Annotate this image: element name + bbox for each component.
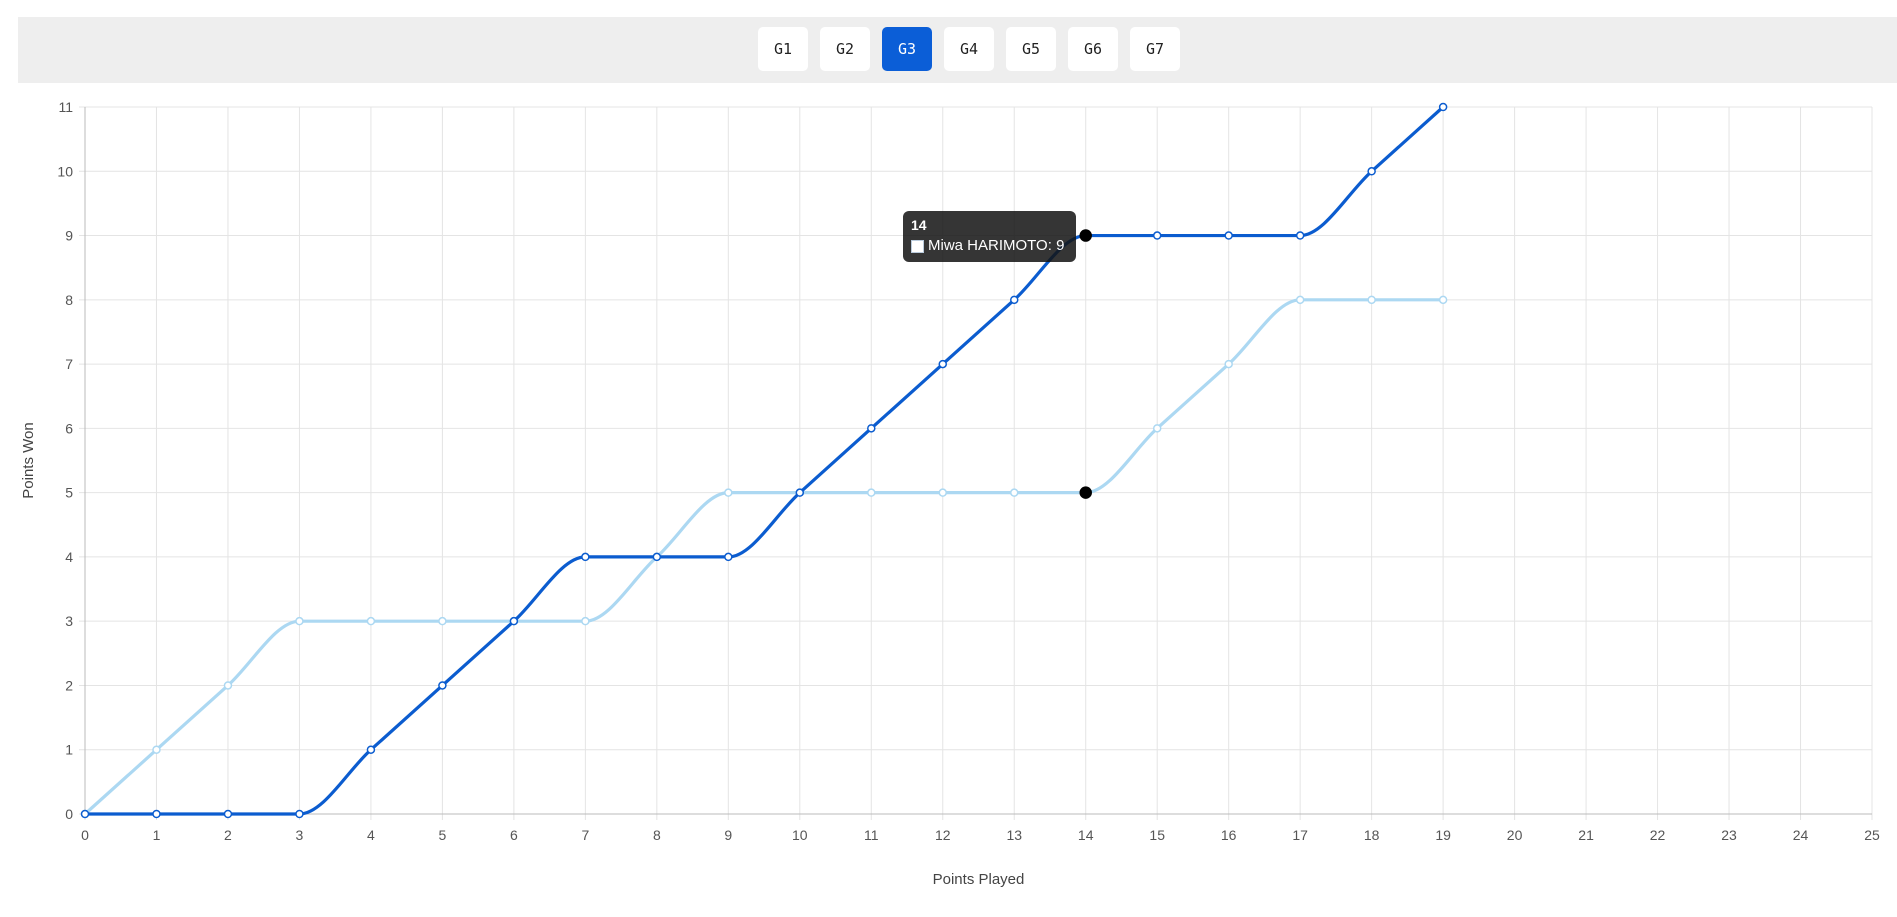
tab-g1[interactable]: G1 <box>758 27 808 71</box>
y-tick-label: 5 <box>65 485 73 501</box>
x-tick-label: 12 <box>935 827 951 843</box>
x-tick-label: 21 <box>1578 827 1594 843</box>
x-tick-label: 0 <box>81 827 89 843</box>
tab-g2[interactable]: G2 <box>820 27 870 71</box>
series-2-point[interactable] <box>152 745 161 754</box>
y-tick-label: 6 <box>65 420 73 436</box>
chart-grid <box>79 106 1873 820</box>
series-1-point[interactable] <box>152 809 161 819</box>
tab-g4[interactable]: G4 <box>944 27 994 71</box>
y-tick-label: 8 <box>65 292 73 308</box>
series-1-point[interactable] <box>1009 295 1019 305</box>
series-1-point[interactable] <box>867 424 876 433</box>
tooltip-title: 14 <box>911 217 927 233</box>
x-tick-label: 16 <box>1221 827 1237 843</box>
x-tick-label: 11 <box>864 827 879 843</box>
x-tick-label: 15 <box>1149 827 1165 843</box>
x-tick-label: 14 <box>1078 827 1094 843</box>
series-2-point[interactable] <box>938 488 948 497</box>
series-1-point[interactable] <box>652 552 662 562</box>
x-tick-label: 10 <box>792 827 808 843</box>
series-1-point[interactable] <box>80 809 90 819</box>
series-1-point[interactable] <box>581 552 590 562</box>
series-1-point[interactable] <box>1152 231 1162 240</box>
series-2-point[interactable] <box>724 488 733 497</box>
x-tick-label: 13 <box>1006 827 1022 843</box>
tab-g5[interactable]: G5 <box>1006 27 1056 71</box>
tooltip-swatch <box>911 239 924 253</box>
series-2-point[interactable] <box>223 681 233 690</box>
x-tick-label: 22 <box>1650 827 1666 843</box>
x-tick-label: 17 <box>1292 827 1308 843</box>
x-tick-label: 24 <box>1793 827 1809 843</box>
series-2-point[interactable] <box>581 616 590 626</box>
series-1-point[interactable] <box>724 552 733 562</box>
y-tick-label: 9 <box>65 228 73 244</box>
y-tick-label: 3 <box>65 613 73 629</box>
series-1-point[interactable] <box>295 809 304 819</box>
x-tick-label: 3 <box>296 827 304 843</box>
series-2-point[interactable] <box>1009 488 1019 497</box>
series-2-point[interactable] <box>1079 486 1092 499</box>
series-2-point[interactable] <box>1224 359 1233 369</box>
chart-tooltip: 14 Miwa HARIMOTO: 9 <box>903 211 1076 262</box>
series-2-point[interactable] <box>1438 295 1448 305</box>
series-2-point[interactable] <box>867 488 876 497</box>
tab-g7[interactable]: G7 <box>1130 27 1180 71</box>
y-tick-label: 11 <box>58 99 73 115</box>
series-1-point[interactable] <box>438 681 447 690</box>
y-tick-label: 7 <box>65 356 73 372</box>
chart-series <box>80 102 1448 819</box>
series-1-point[interactable] <box>366 745 376 754</box>
game-tab-bar: G1 G2 G3 G4 G5 G6 G7 <box>18 17 1897 83</box>
tab-g3[interactable]: G3 <box>882 27 932 71</box>
series-1-point[interactable] <box>1295 231 1305 240</box>
series-1-point[interactable] <box>795 488 805 497</box>
x-axis-title: Points Played <box>933 871 1025 888</box>
x-tick-label: 1 <box>153 827 161 843</box>
series-1-point[interactable] <box>938 359 948 369</box>
y-tick-label: 10 <box>57 163 73 179</box>
series-2-point[interactable] <box>1152 424 1162 433</box>
y-axis-title: Points Won <box>20 422 37 498</box>
x-tick-label: 23 <box>1721 827 1737 843</box>
x-tick-label: 8 <box>653 827 661 843</box>
series-1-point[interactable] <box>509 616 519 626</box>
tooltip-label: Miwa HARIMOTO: 9 <box>928 237 1065 254</box>
game-tabs: G1 G2 G3 G4 G5 G6 G7 <box>758 27 1180 71</box>
x-tick-label: 4 <box>367 827 375 843</box>
x-tick-label: 2 <box>224 827 232 843</box>
x-tick-label: 6 <box>510 827 518 843</box>
series-line-1 <box>84 105 1445 816</box>
x-tick-label: 18 <box>1364 827 1380 843</box>
tooltip-row: Miwa HARIMOTO: 9 <box>911 236 1068 256</box>
x-tick-label: 20 <box>1507 827 1523 843</box>
tab-g6[interactable]: G6 <box>1068 27 1118 71</box>
x-tick-label: 5 <box>439 827 447 843</box>
y-tick-label: 1 <box>65 742 73 758</box>
x-tick-label: 19 <box>1435 827 1451 843</box>
series-1-point[interactable] <box>1367 167 1376 176</box>
series-2-point[interactable] <box>1295 295 1305 305</box>
y-tick-label: 4 <box>65 549 73 565</box>
series-1-point[interactable] <box>1079 229 1092 242</box>
series-2-point[interactable] <box>295 616 304 626</box>
x-tick-label: 25 <box>1864 827 1880 843</box>
y-tick-label: 0 <box>65 806 73 822</box>
x-tick-label: 9 <box>724 827 732 843</box>
series-2-point[interactable] <box>1367 295 1376 305</box>
y-tick-label: 2 <box>65 677 73 693</box>
series-1-point[interactable] <box>223 809 233 819</box>
series-1-point[interactable] <box>1224 231 1233 240</box>
chart-axes: 0 1 2 3 4 5 6 7 8 9 10 11 12 13 14 15 16 17 18 19 20 21 22 23 24… <box>57 99 1880 843</box>
series-1-point[interactable] <box>1438 102 1448 112</box>
series-2-point[interactable] <box>438 616 447 626</box>
series-2-point[interactable] <box>366 616 376 626</box>
x-tick-label: 7 <box>581 827 589 843</box>
